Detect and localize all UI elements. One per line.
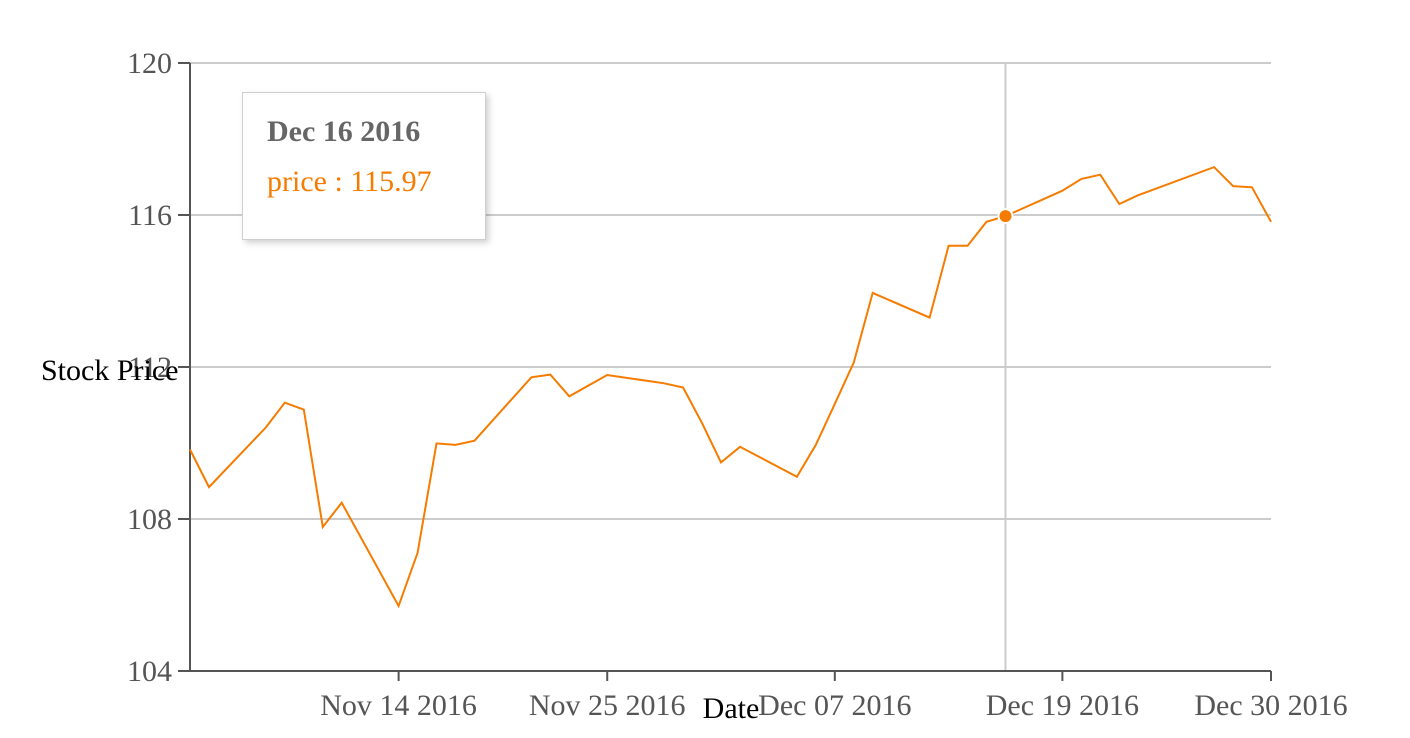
x-tick-label: Dec 19 2016 xyxy=(986,689,1139,722)
x-axis-title: Date xyxy=(703,692,760,725)
tooltip-value: price : 115.97 xyxy=(267,165,432,198)
hover-tooltip: Dec 16 2016 price : 115.97 xyxy=(242,92,486,240)
y-axis-title: Stock Price xyxy=(41,354,178,387)
x-axis-ticks: Nov 14 2016 Nov 25 2016 Dec 07 2016 Dec 19 … xyxy=(320,671,1348,722)
y-tick-label: 104 xyxy=(127,655,172,688)
x-tick-label: Nov 25 2016 xyxy=(529,689,686,722)
series-line-price xyxy=(189,165,1272,609)
tooltip-date: Dec 16 2016 xyxy=(267,115,421,148)
hover-point[interactable] xyxy=(997,208,1014,225)
y-tick-label: 120 xyxy=(127,47,172,80)
y-axis-ticks: 104 108 112 116 120 xyxy=(127,47,190,688)
x-tick-label: Dec 07 2016 xyxy=(758,689,911,722)
x-tick-label: Nov 14 2016 xyxy=(320,689,477,722)
y-tick-label: 112 xyxy=(128,351,172,384)
x-tick-label: Dec 30 2016 xyxy=(1194,689,1347,722)
y-tick-label: 108 xyxy=(127,503,172,536)
y-tick-label: 116 xyxy=(128,199,172,232)
